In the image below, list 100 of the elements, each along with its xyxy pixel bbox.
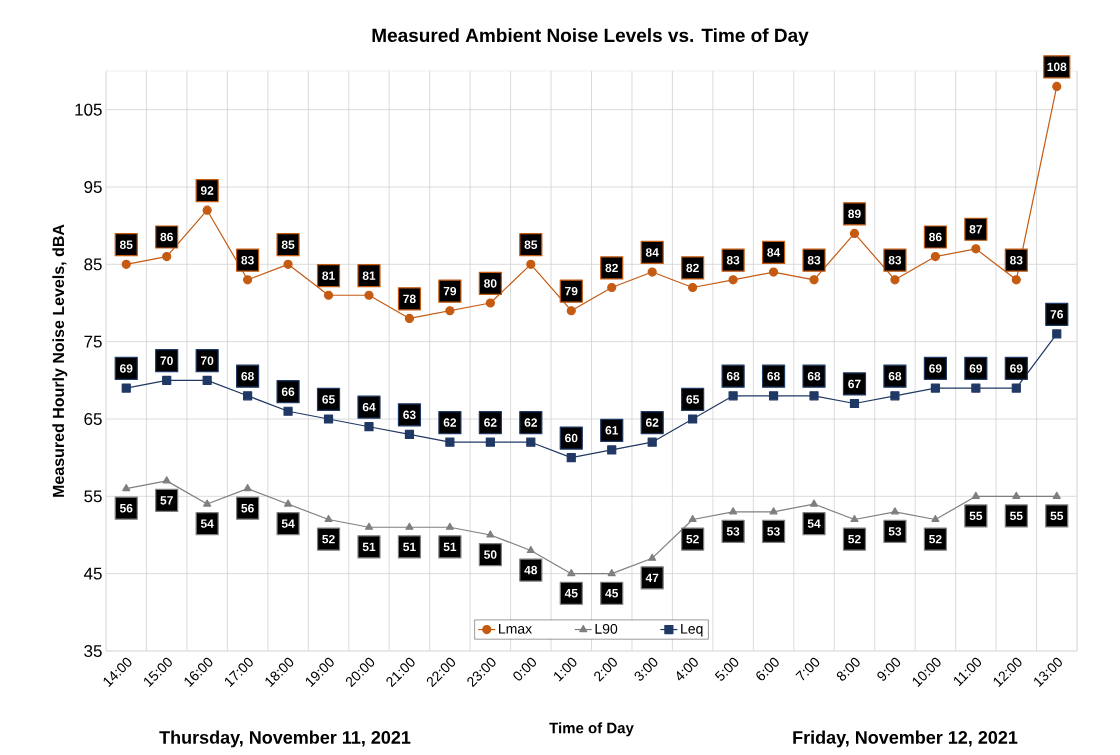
y-tick-label: 55 bbox=[84, 490, 102, 503]
data-label: 51 bbox=[362, 542, 376, 552]
y-tick-label: 65 bbox=[84, 412, 102, 426]
point bbox=[930, 251, 940, 262]
point bbox=[809, 391, 819, 401]
point bbox=[162, 375, 172, 385]
legend-label: Leq bbox=[681, 623, 703, 637]
x-tick-label: 4:00 bbox=[676, 657, 698, 681]
point bbox=[364, 422, 374, 432]
y-tick-label: 35 bbox=[84, 644, 102, 658]
data-label: 66 bbox=[281, 387, 295, 396]
data-label: 81 bbox=[322, 271, 335, 280]
point bbox=[485, 437, 495, 447]
legend-label: L90 bbox=[595, 623, 618, 634]
point bbox=[971, 383, 981, 393]
point bbox=[931, 514, 940, 523]
point bbox=[364, 290, 374, 300]
chart-title: Measured Ambient Noise Levels vs. Time of Day bbox=[372, 28, 809, 46]
point bbox=[121, 259, 131, 269]
point bbox=[728, 275, 738, 285]
data-label: 68 bbox=[807, 371, 821, 381]
data-label: 82 bbox=[605, 263, 618, 273]
data-label: 86 bbox=[160, 232, 173, 242]
y-tick-label: 85 bbox=[84, 258, 102, 271]
point bbox=[404, 429, 415, 440]
point bbox=[162, 251, 172, 262]
data-label: 52 bbox=[929, 534, 942, 544]
point bbox=[648, 553, 657, 561]
point bbox=[323, 290, 334, 300]
point bbox=[971, 491, 980, 499]
point bbox=[202, 205, 212, 215]
point bbox=[364, 522, 374, 530]
point bbox=[769, 507, 778, 515]
data-label: 47 bbox=[645, 573, 659, 582]
data-label: 51 bbox=[403, 542, 416, 552]
x-axis-title: Time of Day bbox=[549, 722, 634, 737]
data-label: 55 bbox=[1010, 511, 1023, 521]
point bbox=[890, 507, 899, 515]
point bbox=[243, 483, 252, 492]
point bbox=[445, 306, 455, 316]
data-label: 52 bbox=[686, 534, 699, 544]
data-label: 52 bbox=[848, 534, 861, 544]
point bbox=[768, 391, 779, 401]
point bbox=[607, 569, 616, 577]
point bbox=[445, 522, 454, 530]
y-tick-label: 95 bbox=[84, 180, 102, 194]
data-label: 69 bbox=[969, 364, 983, 373]
point bbox=[202, 375, 212, 385]
point bbox=[243, 275, 253, 285]
data-label: 85 bbox=[281, 240, 295, 249]
point bbox=[1052, 491, 1061, 499]
data-label: 81 bbox=[362, 271, 376, 280]
data-label: 56 bbox=[241, 503, 254, 513]
point bbox=[1052, 81, 1062, 92]
data-label: 57 bbox=[160, 496, 173, 505]
data-label: 70 bbox=[160, 356, 173, 365]
point bbox=[809, 275, 819, 285]
text: Friday, November 12, 2021 bbox=[793, 730, 1018, 748]
data-label: 89 bbox=[848, 209, 861, 219]
point bbox=[283, 406, 293, 416]
data-label: 68 bbox=[888, 371, 902, 381]
data-label: 85 bbox=[524, 240, 538, 249]
data-label: 79 bbox=[443, 286, 457, 296]
data-label: 54 bbox=[281, 519, 295, 528]
data-label: 69 bbox=[1010, 364, 1023, 373]
data-label: 78 bbox=[403, 294, 416, 304]
data-label: 62 bbox=[443, 418, 457, 427]
point bbox=[404, 313, 415, 324]
point bbox=[688, 414, 698, 424]
point bbox=[607, 445, 617, 455]
point bbox=[729, 507, 738, 515]
data-label: 67 bbox=[848, 379, 861, 389]
data-label: 45 bbox=[564, 589, 578, 598]
data-label: 55 bbox=[1050, 511, 1064, 521]
data-label: 83 bbox=[807, 255, 821, 265]
point bbox=[405, 522, 414, 530]
y-axis-title: Measured Hourly Noise Levels, dBA bbox=[52, 224, 68, 497]
legend-label: Lmax bbox=[499, 623, 532, 634]
data-label: 48 bbox=[524, 565, 538, 575]
point bbox=[849, 228, 860, 238]
data-label: 54 bbox=[807, 519, 821, 528]
text: Thursday, November 11, 2021 bbox=[159, 730, 411, 748]
data-label: 68 bbox=[767, 371, 780, 381]
point bbox=[284, 499, 293, 507]
point bbox=[768, 267, 779, 277]
point bbox=[607, 282, 617, 293]
data-label: 63 bbox=[403, 410, 416, 420]
point bbox=[647, 437, 657, 447]
point bbox=[849, 398, 860, 409]
data-label: 70 bbox=[201, 356, 214, 365]
data-label: 76 bbox=[1050, 310, 1064, 319]
data-label: 80 bbox=[484, 279, 497, 288]
data-label: 68 bbox=[241, 371, 254, 381]
data-label: 69 bbox=[120, 364, 133, 373]
point bbox=[688, 282, 698, 293]
data-label: 87 bbox=[969, 225, 982, 234]
y-tick-label: 45 bbox=[83, 567, 102, 580]
point bbox=[1011, 383, 1021, 393]
point bbox=[283, 259, 293, 269]
data-label: 68 bbox=[726, 371, 740, 381]
